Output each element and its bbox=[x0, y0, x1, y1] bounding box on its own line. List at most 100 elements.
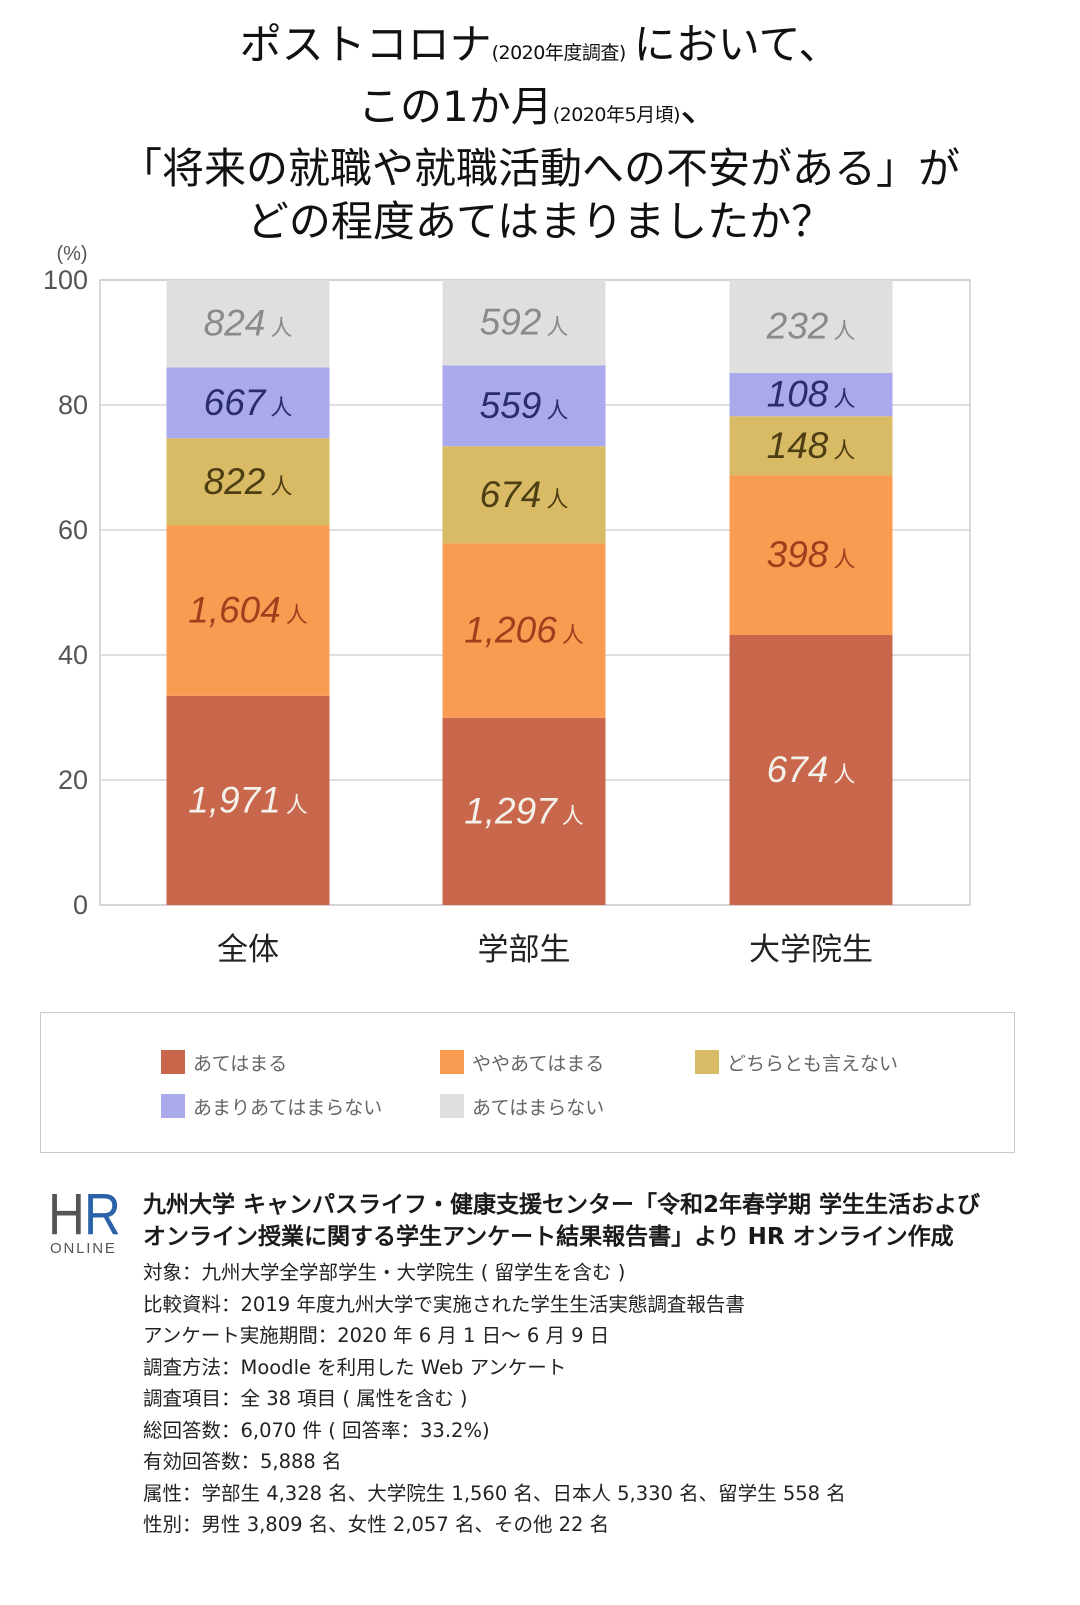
data-label-value: 559 bbox=[480, 385, 542, 426]
title-line-3: 「将来の就職や就職活動への不安がある」が bbox=[119, 144, 960, 193]
bar-segment-neither-graduate bbox=[729, 416, 893, 476]
legend-item-somewhat-applies: ややあてはまる bbox=[440, 1049, 604, 1075]
data-label-unit: 人 bbox=[286, 604, 308, 629]
bar-segment-not-really-graduate bbox=[729, 372, 893, 417]
data-label-unit: 人 bbox=[833, 439, 855, 464]
data-label-value: 1,206 bbox=[464, 610, 557, 651]
title-line-1-main: ポストコロナ bbox=[239, 20, 492, 69]
bar-segment-somewhat-applies-undergraduate bbox=[442, 543, 606, 718]
detail-total-responses: 総回答数：6,070 件 ( 回答率：33.2%) bbox=[143, 1418, 490, 1442]
data-label-neither-graduate: 148 人 bbox=[767, 425, 856, 466]
bar-segment-does-not-apply-graduate bbox=[729, 280, 893, 373]
data-label-value: 1,297 bbox=[464, 790, 558, 831]
title-line-2-tail: 、 bbox=[680, 82, 723, 131]
detail-items: 調査項目：全 38 項目 ( 属性を含む ) bbox=[143, 1387, 468, 1410]
data-label-value: 592 bbox=[480, 302, 542, 343]
title-line-2-main: この1か月 bbox=[357, 82, 553, 131]
legend-label-applies: あてはまる bbox=[193, 1052, 288, 1075]
data-label-value: 822 bbox=[204, 461, 266, 502]
data-label-neither-undergraduate: 674 人 bbox=[480, 474, 569, 515]
data-label-value: 674 bbox=[767, 749, 829, 790]
y-tick-label-100: 100 bbox=[43, 265, 88, 295]
data-label-unit: 人 bbox=[562, 624, 584, 649]
title-line-1: ポストコロナ(2020年度調査) において、 bbox=[0, 18, 1080, 80]
data-label-does-not-apply-graduate: 232 人 bbox=[766, 305, 856, 346]
legend-swatch-applies bbox=[161, 1050, 185, 1074]
chart-title: ポストコロナ(2020年度調査) において、 この1か月(2020年5月頃)、 「… bbox=[0, 18, 1080, 248]
logo-letter-h: H bbox=[48, 1182, 85, 1247]
data-label-value: 667 bbox=[204, 382, 267, 423]
y-axis-label: (%) bbox=[56, 243, 87, 265]
legend-swatch-somewhat-applies bbox=[440, 1050, 464, 1074]
y-tick-label-40: 40 bbox=[58, 640, 88, 670]
title-line-1-tail: において、 bbox=[633, 20, 841, 69]
bar-segment-does-not-apply-all bbox=[166, 280, 330, 368]
data-label-somewhat-applies-graduate: 398 人 bbox=[767, 534, 856, 575]
detail-valid-responses: 有効回答数：5,888 名 bbox=[143, 1450, 342, 1473]
source-details: 対象：九州大学全学部学生・大学院生 ( 留学生を含む ) 比較資料：2019 年… bbox=[143, 1257, 846, 1541]
y-tick-label-60: 60 bbox=[58, 515, 88, 545]
y-tick-label-80: 80 bbox=[58, 390, 88, 420]
detail-comparison: 比較資料：2019 年度九州大学で実施された学生生活実態調査報告書 bbox=[143, 1292, 745, 1316]
data-label-unit: 人 bbox=[286, 793, 308, 818]
title-line-2: この1か月(2020年5月頃)、 bbox=[0, 80, 1080, 142]
data-label-value: 148 bbox=[767, 425, 829, 466]
data-label-value: 1,971 bbox=[188, 779, 281, 820]
x-category-label-graduate: 大学院生 bbox=[749, 932, 873, 968]
bar-segment-somewhat-applies-all bbox=[166, 525, 330, 696]
data-label-unit: 人 bbox=[833, 319, 855, 344]
data-label-does-not-apply-undergraduate: 592 人 bbox=[480, 302, 569, 343]
bar-segment-somewhat-applies-graduate bbox=[729, 475, 893, 635]
hr-online-logo: HR ONLINE bbox=[48, 1186, 128, 1258]
data-label-unit: 人 bbox=[833, 548, 855, 573]
legend-label-does-not-apply: あてはまらない bbox=[472, 1096, 605, 1119]
detail-period: アンケート実施期間：2020 年 6 月 1 日〜 6 月 9 日 bbox=[143, 1324, 610, 1347]
source-heading-line-1: 九州大学 キャンパスライフ・健康支援センター「令和2年春学期 学生生活および bbox=[143, 1192, 981, 1218]
data-label-somewhat-applies-all: 1,604 人 bbox=[188, 590, 308, 631]
data-label-unit: 人 bbox=[270, 396, 292, 421]
logo-letter-r: R bbox=[83, 1182, 121, 1247]
data-label-not-really-all: 667 人 bbox=[204, 382, 293, 423]
bar-segment-applies-undergraduate bbox=[442, 717, 606, 905]
data-label-unit: 人 bbox=[546, 316, 568, 341]
data-label-unit: 人 bbox=[270, 475, 292, 500]
bars bbox=[166, 280, 893, 905]
data-label-does-not-apply-all: 824 人 bbox=[204, 303, 293, 344]
chart-legend: あてはまる ややあてはまる どちらとも言えない あまりあてはまらない あてはまら… bbox=[40, 1012, 1015, 1153]
data-label-value: 232 bbox=[766, 305, 829, 346]
data-label-unit: 人 bbox=[270, 317, 292, 342]
legend-label-somewhat-applies: ややあてはまる bbox=[472, 1052, 605, 1075]
bar-segment-not-really-all bbox=[166, 367, 330, 439]
legend-label-neither: どちらとも言えない bbox=[727, 1052, 899, 1075]
data-label-applies-all: 1,971 人 bbox=[188, 779, 308, 820]
x-category-label-undergraduate: 学部生 bbox=[478, 932, 571, 968]
bar-segment-does-not-apply-undergraduate bbox=[442, 280, 606, 366]
legend-item-neither: どちらとも言えない bbox=[695, 1049, 898, 1075]
detail-attributes: 属性：学部生 4,328 名、大学院生 1,560 名、日本人 5,330 名、… bbox=[143, 1481, 846, 1505]
bar-segment-applies-graduate bbox=[729, 634, 893, 905]
data-label-unit: 人 bbox=[833, 388, 855, 413]
data-label-value: 108 bbox=[767, 374, 829, 415]
data-label-value: 398 bbox=[767, 534, 829, 575]
title-line-2-note: (2020年5月頃) bbox=[552, 104, 681, 126]
data-label-value: 1,604 bbox=[188, 590, 281, 631]
data-label-unit: 人 bbox=[562, 804, 584, 829]
data-label-applies-graduate: 674 人 bbox=[767, 749, 856, 790]
detail-method: 調査方法：Moodle を利用した Web アンケート bbox=[143, 1355, 567, 1379]
source-heading: 九州大学 キャンパスライフ・健康支援センター「令和2年春学期 学生生活および オ… bbox=[143, 1189, 980, 1253]
legend-swatch-does-not-apply bbox=[440, 1094, 464, 1118]
bar-segment-neither-undergraduate bbox=[442, 446, 606, 544]
legend-item-not-really: あまりあてはまらない bbox=[161, 1093, 382, 1119]
data-label-applies-undergraduate: 1,297 人 bbox=[464, 790, 584, 831]
y-tick-label-20: 20 bbox=[58, 765, 88, 795]
legend-swatch-not-really bbox=[161, 1094, 185, 1118]
x-category-label-all: 全体 bbox=[217, 932, 279, 968]
detail-target: 対象：九州大学全学部学生・大学院生 ( 留学生を含む ) bbox=[143, 1261, 626, 1284]
data-label-value: 824 bbox=[204, 303, 266, 344]
data-label-unit: 人 bbox=[546, 488, 568, 513]
data-label-value: 674 bbox=[480, 474, 542, 515]
bar-segment-not-really-undergraduate bbox=[442, 365, 606, 447]
data-label-neither-all: 822 人 bbox=[204, 461, 293, 502]
